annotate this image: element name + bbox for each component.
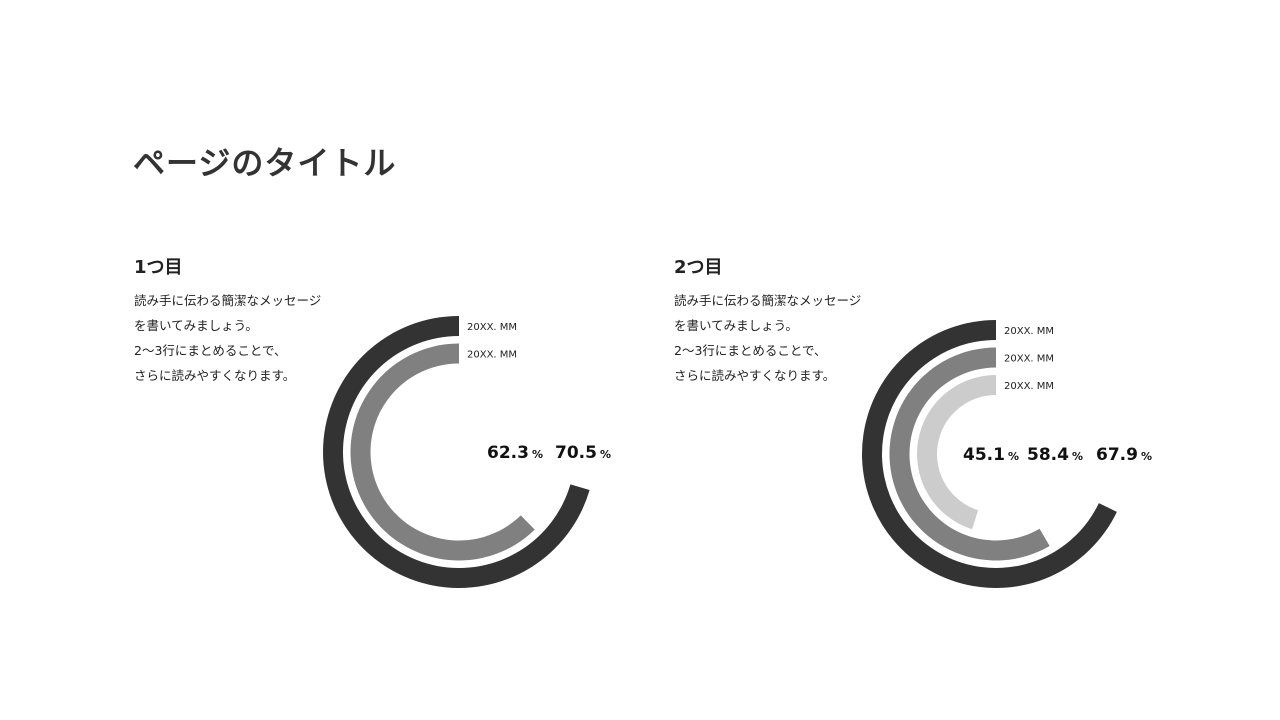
value-label: 67.9% xyxy=(1096,445,1152,465)
value-label: 62.3% xyxy=(487,443,543,463)
ring-arc xyxy=(889,347,1050,561)
ring-arc xyxy=(917,375,996,530)
unit-label: % xyxy=(1141,450,1152,463)
ring-arc xyxy=(350,343,535,561)
ring-label: 20XX. MM xyxy=(1004,381,1054,392)
ring-label: 20XX. MM xyxy=(1004,326,1054,337)
ring-label: 20XX. MM xyxy=(467,350,517,361)
chart-1: 20XX. MM 70.5 % 20XX. MM 62.3% xyxy=(322,316,611,589)
unit-label: % xyxy=(532,448,543,461)
ring-label: 20XX. MM xyxy=(1004,354,1054,365)
value-label: 45.1% xyxy=(963,445,1019,465)
section-2-text: 読み手に伝わる簡潔なメッセージを書いてみましょう。 2〜3行にまとめることで、 … xyxy=(674,293,862,383)
unit-label: % xyxy=(600,448,611,461)
value-label: 58.4% xyxy=(1027,445,1083,465)
chart-2: 20XX. MM 67.9 % 20XX. MM 58.4 % 20XX. MM 45.1% xyxy=(862,320,1152,588)
section-1-heading: 1つ目 xyxy=(134,257,183,278)
ring-label: 20XX. MM xyxy=(467,322,517,333)
section-2-heading: 2つ目 xyxy=(674,257,723,278)
section-1-text: 読み手に伝わる簡潔なメッセージを書いてみましょう。 2〜3行にまとめることで、 … xyxy=(134,293,322,383)
value-label: 70.5% xyxy=(555,443,611,463)
unit-label: % xyxy=(1008,450,1019,463)
page-title: ページのタイトル xyxy=(133,144,397,182)
unit-label: % xyxy=(1072,450,1083,463)
